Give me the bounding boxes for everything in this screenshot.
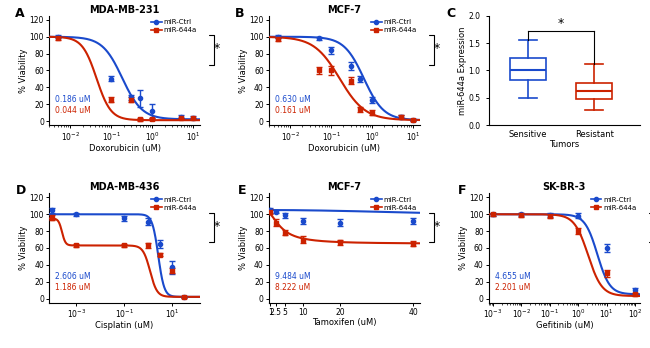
Text: D: D: [16, 184, 25, 197]
X-axis label: Doxorubicin (uM): Doxorubicin (uM): [88, 144, 161, 153]
Text: E: E: [239, 184, 247, 197]
X-axis label: Gefitinib (uM): Gefitinib (uM): [536, 322, 593, 330]
Text: 2.606 uM: 2.606 uM: [55, 272, 90, 281]
Y-axis label: % Viability: % Viability: [19, 48, 28, 93]
Text: 4.655 uM: 4.655 uM: [495, 272, 530, 281]
Text: *: *: [558, 17, 564, 30]
X-axis label: Tumors: Tumors: [549, 141, 580, 150]
Text: 2.201 uM: 2.201 uM: [495, 283, 530, 292]
Text: A: A: [16, 7, 25, 20]
Text: B: B: [235, 7, 245, 20]
Legend: miR-Ctrl, miR-644a: miR-Ctrl, miR-644a: [371, 197, 417, 211]
Legend: miR-Ctrl, miR-644a: miR-Ctrl, miR-644a: [371, 19, 417, 33]
Y-axis label: % Viability: % Viability: [19, 226, 28, 270]
Y-axis label: % Viability: % Viability: [239, 48, 248, 93]
Legend: miR-Ctrl, miR-644a: miR-Ctrl, miR-644a: [151, 197, 197, 211]
Title: MCF-7: MCF-7: [328, 5, 361, 15]
X-axis label: Cisplatin (uM): Cisplatin (uM): [96, 322, 153, 330]
Text: *: *: [434, 42, 440, 55]
Text: F: F: [458, 184, 467, 197]
Text: *: *: [214, 42, 220, 55]
Text: *: *: [434, 220, 440, 232]
Title: MCF-7: MCF-7: [328, 182, 361, 192]
X-axis label: Doxorubicin (uM): Doxorubicin (uM): [309, 144, 380, 153]
Y-axis label: % Viability: % Viability: [459, 226, 468, 270]
Text: C: C: [446, 7, 455, 20]
Y-axis label: % Viability: % Viability: [239, 226, 248, 270]
Title: SK-BR-3: SK-BR-3: [543, 182, 586, 192]
Legend: miR-Ctrl, miR-644a: miR-Ctrl, miR-644a: [151, 19, 197, 33]
Text: 9.484 uM: 9.484 uM: [275, 272, 310, 281]
Text: 0.630 uM: 0.630 uM: [275, 95, 311, 104]
Text: 0.186 uM: 0.186 uM: [55, 95, 90, 104]
Text: 0.161 uM: 0.161 uM: [275, 105, 310, 114]
Legend: miR-Ctrl, miR-644a: miR-Ctrl, miR-644a: [591, 197, 637, 211]
Text: 0.044 uM: 0.044 uM: [55, 105, 90, 114]
Text: 1.186 uM: 1.186 uM: [55, 283, 90, 292]
Text: *: *: [214, 220, 220, 232]
Title: MDA-MB-436: MDA-MB-436: [90, 182, 160, 192]
Y-axis label: miR-644a Expression: miR-644a Expression: [458, 26, 467, 115]
Text: 8.222 uM: 8.222 uM: [275, 283, 310, 292]
Title: MDA-MB-231: MDA-MB-231: [90, 5, 160, 15]
X-axis label: Tamoxifen (uM): Tamoxifen (uM): [312, 318, 377, 327]
